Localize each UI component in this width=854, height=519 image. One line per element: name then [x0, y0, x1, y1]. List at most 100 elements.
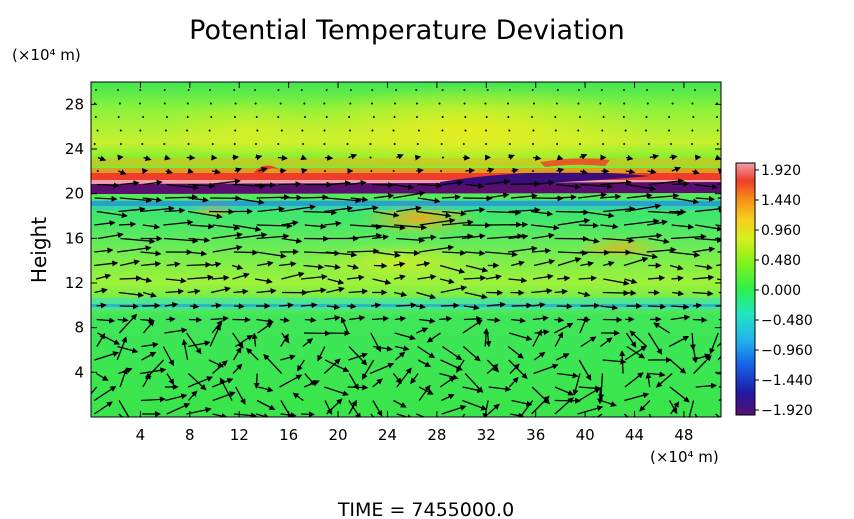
wind-vector: [509, 221, 529, 228]
wind-vector-dot: [555, 102, 558, 105]
wind-vector: [141, 396, 166, 403]
wind-vector: [647, 332, 663, 355]
wind-vector-dot: [691, 143, 694, 145]
wind-vector: [463, 275, 487, 282]
wind-vector: [373, 262, 388, 269]
wind-vector: [393, 249, 421, 256]
wind-vector: [625, 168, 636, 175]
x-tick-label: 24: [378, 426, 397, 444]
wind-vector: [258, 386, 274, 393]
wind-vector: [166, 373, 175, 385]
wind-vector: [93, 385, 117, 402]
wind-vector: [648, 178, 685, 186]
wind-vector: [392, 183, 415, 190]
wind-vector-dot: [416, 143, 419, 145]
wind-vector: [393, 291, 408, 298]
wind-vector: [694, 237, 721, 244]
wind-vector: [189, 303, 200, 310]
wind-vector: [461, 233, 486, 240]
wind-vector: [211, 302, 222, 309]
wind-vector-dot: [463, 102, 466, 105]
wind-vector: [671, 166, 681, 173]
wind-vector-dot: [186, 116, 189, 118]
wind-vector: [211, 154, 218, 161]
wind-vector-dot: [440, 143, 443, 145]
wind-vector: [670, 314, 691, 321]
wind-vector: [97, 232, 124, 240]
wind-vector-dot: [393, 116, 396, 118]
wind-vector: [118, 400, 133, 417]
wind-vector-dot: [531, 116, 534, 118]
y-tick-label: 8: [74, 319, 84, 337]
wind-vector: [693, 302, 703, 309]
wind-vector: [141, 168, 149, 175]
wind-vector: [96, 317, 116, 324]
wind-vector: [256, 260, 274, 267]
wind-vector: [440, 302, 460, 309]
wind-vector: [97, 155, 107, 162]
wind-vector-dot: [119, 143, 122, 145]
wind-vector: [140, 260, 162, 267]
wind-vector: [441, 345, 463, 361]
wind-vector: [509, 363, 520, 374]
purple-lens: [440, 172, 650, 186]
wind-vector-dot: [119, 129, 122, 132]
wind-vector: [347, 232, 383, 240]
wind-vector: [648, 303, 667, 310]
wind-vector-dot: [601, 129, 604, 132]
wind-vector: [211, 274, 230, 281]
wind-vector-dot: [277, 89, 280, 91]
wind-vector-dot: [233, 89, 236, 91]
colorbar-label: −0.960: [761, 343, 813, 359]
wind-vector: [140, 205, 175, 213]
wind-vector-dot: [348, 116, 351, 118]
wind-vector: [463, 304, 480, 311]
wind-vector: [187, 182, 216, 189]
wind-vector-dot: [393, 102, 396, 105]
wind-vector-dot: [392, 129, 395, 132]
wind-vector-dot: [484, 102, 487, 105]
wind-vector-dot: [578, 143, 581, 145]
wind-vector: [442, 249, 467, 256]
wind-vector: [441, 394, 455, 402]
wind-vector: [485, 274, 502, 281]
wind-vector-dot: [93, 143, 96, 145]
wind-vector: [486, 209, 522, 216]
wind-vector: [94, 260, 119, 267]
wind-vector: [324, 386, 349, 397]
wind-vector: [649, 371, 666, 378]
wind-vector: [120, 237, 156, 245]
wind-vector: [393, 261, 406, 268]
wind-vector-dot: [139, 89, 142, 91]
wind-vector-dot: [139, 129, 142, 132]
wind-vector: [164, 327, 188, 334]
wind-vector-dot: [668, 129, 671, 132]
wind-vector: [211, 168, 221, 175]
wind-vector: [623, 413, 629, 417]
wind-vector-dot: [645, 116, 648, 118]
wind-vector: [416, 261, 431, 268]
wind-vector-dot: [163, 102, 166, 105]
wind-vector: [714, 154, 721, 161]
wind-vector: [511, 260, 525, 267]
wind-vector: [486, 363, 499, 374]
wind-vector: [300, 302, 318, 309]
wind-vector: [511, 317, 526, 324]
wind-vector-dot: [371, 129, 374, 132]
wind-vector: [348, 288, 369, 295]
wind-vector: [511, 399, 533, 407]
wind-vector: [119, 221, 137, 228]
wind-vector-dot: [280, 129, 283, 132]
wind-vector: [233, 288, 249, 295]
wind-vector: [373, 251, 401, 258]
colorbar-label: −1.440: [761, 373, 813, 389]
wind-vector: [189, 223, 215, 230]
wind-vector: [140, 250, 162, 257]
wind-vector: [232, 183, 266, 190]
wind-vector: [186, 406, 212, 415]
wind-vector-dot: [715, 116, 718, 118]
wind-vector-dot: [369, 143, 372, 145]
wind-vector-dot: [301, 129, 304, 132]
wind-vector: [626, 232, 663, 240]
wind-vector: [210, 315, 229, 322]
